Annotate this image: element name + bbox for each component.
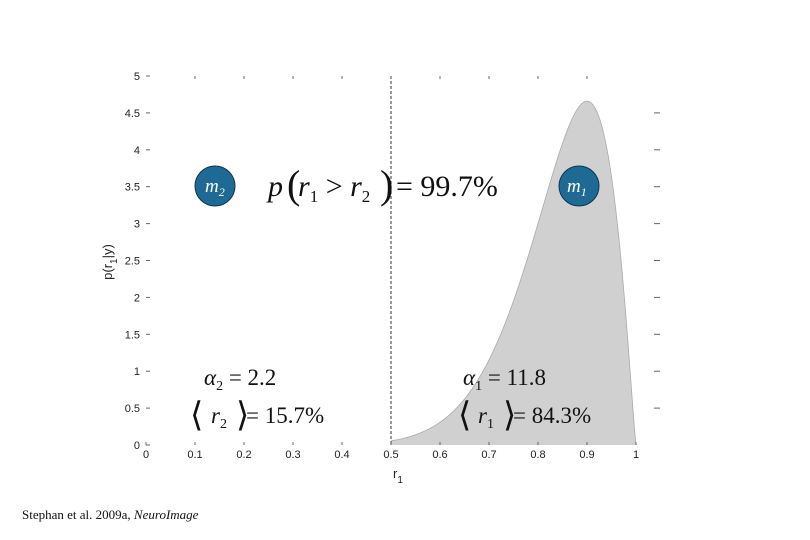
x-tick-label: 0.1 xyxy=(187,449,202,461)
y-tick-label: 4.5 xyxy=(125,108,140,120)
y-tick-label: 2.5 xyxy=(125,256,140,268)
svg-text:⟨: ⟨ xyxy=(190,397,203,434)
svg-text:r1: r1 xyxy=(478,403,494,432)
alpha1-annotation: α1 = 11.8 xyxy=(463,365,546,394)
y-tick-label: 0 xyxy=(134,440,140,452)
x-tick-label: 0.9 xyxy=(579,449,594,461)
y-axis-label: p(r1|y) xyxy=(100,244,120,280)
x-axis-ticks: 0 0.1 0.2 0.3 0.4 0.5 0.6 0.7 0.8 0.9 1 xyxy=(143,442,639,461)
m1-label: m1 xyxy=(567,176,587,199)
citation-journal: NeuroImage xyxy=(133,507,199,522)
citation-authors: Stephan et al. 2009a, xyxy=(22,507,134,522)
prob-value: = 99.7% xyxy=(396,170,498,203)
x-tick-label: 0.3 xyxy=(285,449,300,461)
r2-expected-annotation: ⟨ r2 ⟩ = 15.7% xyxy=(190,397,324,434)
y-tick-label: 3.5 xyxy=(125,182,140,194)
m2-label: m2 xyxy=(205,176,225,199)
y-tick-label: 5 xyxy=(134,71,140,83)
alpha2-annotation: α2 = 2.2 xyxy=(204,365,276,394)
prob-expression: r1 > r2 xyxy=(298,170,370,206)
model-m2-badge: m2 xyxy=(194,165,236,207)
citation: Stephan et al. 2009a, NeuroImage xyxy=(22,507,198,523)
svg-text:⟩: ⟩ xyxy=(236,397,249,434)
x-axis-label: r1 xyxy=(393,466,403,486)
prob-open-bracket: ( xyxy=(287,162,300,207)
svg-text:⟨: ⟨ xyxy=(458,397,471,434)
y-tick-label: 1 xyxy=(134,366,140,378)
svg-text:= 15.7%: = 15.7% xyxy=(246,403,324,428)
y-axis-ticks: 0 0.5 1 1.5 2 2.5 3 3.5 4 4.5 5 xyxy=(125,71,150,452)
x-tick-label: 0.5 xyxy=(383,449,398,461)
x-tick-label: 0.2 xyxy=(236,449,251,461)
x-tick-label: 1 xyxy=(633,449,639,461)
y-tick-label: 4 xyxy=(134,145,140,157)
density-curve xyxy=(390,100,637,446)
y-tick-label: 0.5 xyxy=(125,403,140,415)
x-tick-label: 0.7 xyxy=(481,449,496,461)
svg-text:r2: r2 xyxy=(211,403,227,432)
prob-close-bracket: ) xyxy=(380,162,393,207)
y-tick-label: 1.5 xyxy=(125,329,140,341)
model-m1-badge: m1 xyxy=(558,165,600,207)
x-tick-label: 0.8 xyxy=(530,449,545,461)
x-tick-label: 0.6 xyxy=(432,449,447,461)
y-tick-label: 2 xyxy=(134,292,140,304)
x-tick-label: 0.4 xyxy=(334,449,349,461)
exceedance-probability: p ( r1 > r2 ) = 99.7% xyxy=(266,162,498,207)
r1-expected-annotation: ⟨ r1 ⟩ = 84.3% xyxy=(458,397,591,434)
prob-prefix: p xyxy=(266,170,283,203)
svg-text:= 84.3%: = 84.3% xyxy=(513,403,591,428)
y-tick-label: 3 xyxy=(134,219,140,231)
top-axis-ticks xyxy=(194,76,588,79)
x-tick-label: 0 xyxy=(143,449,149,461)
right-axis-ticks xyxy=(654,112,660,409)
svg-text:⟩: ⟩ xyxy=(503,397,516,434)
shaded-density-area xyxy=(391,101,636,445)
